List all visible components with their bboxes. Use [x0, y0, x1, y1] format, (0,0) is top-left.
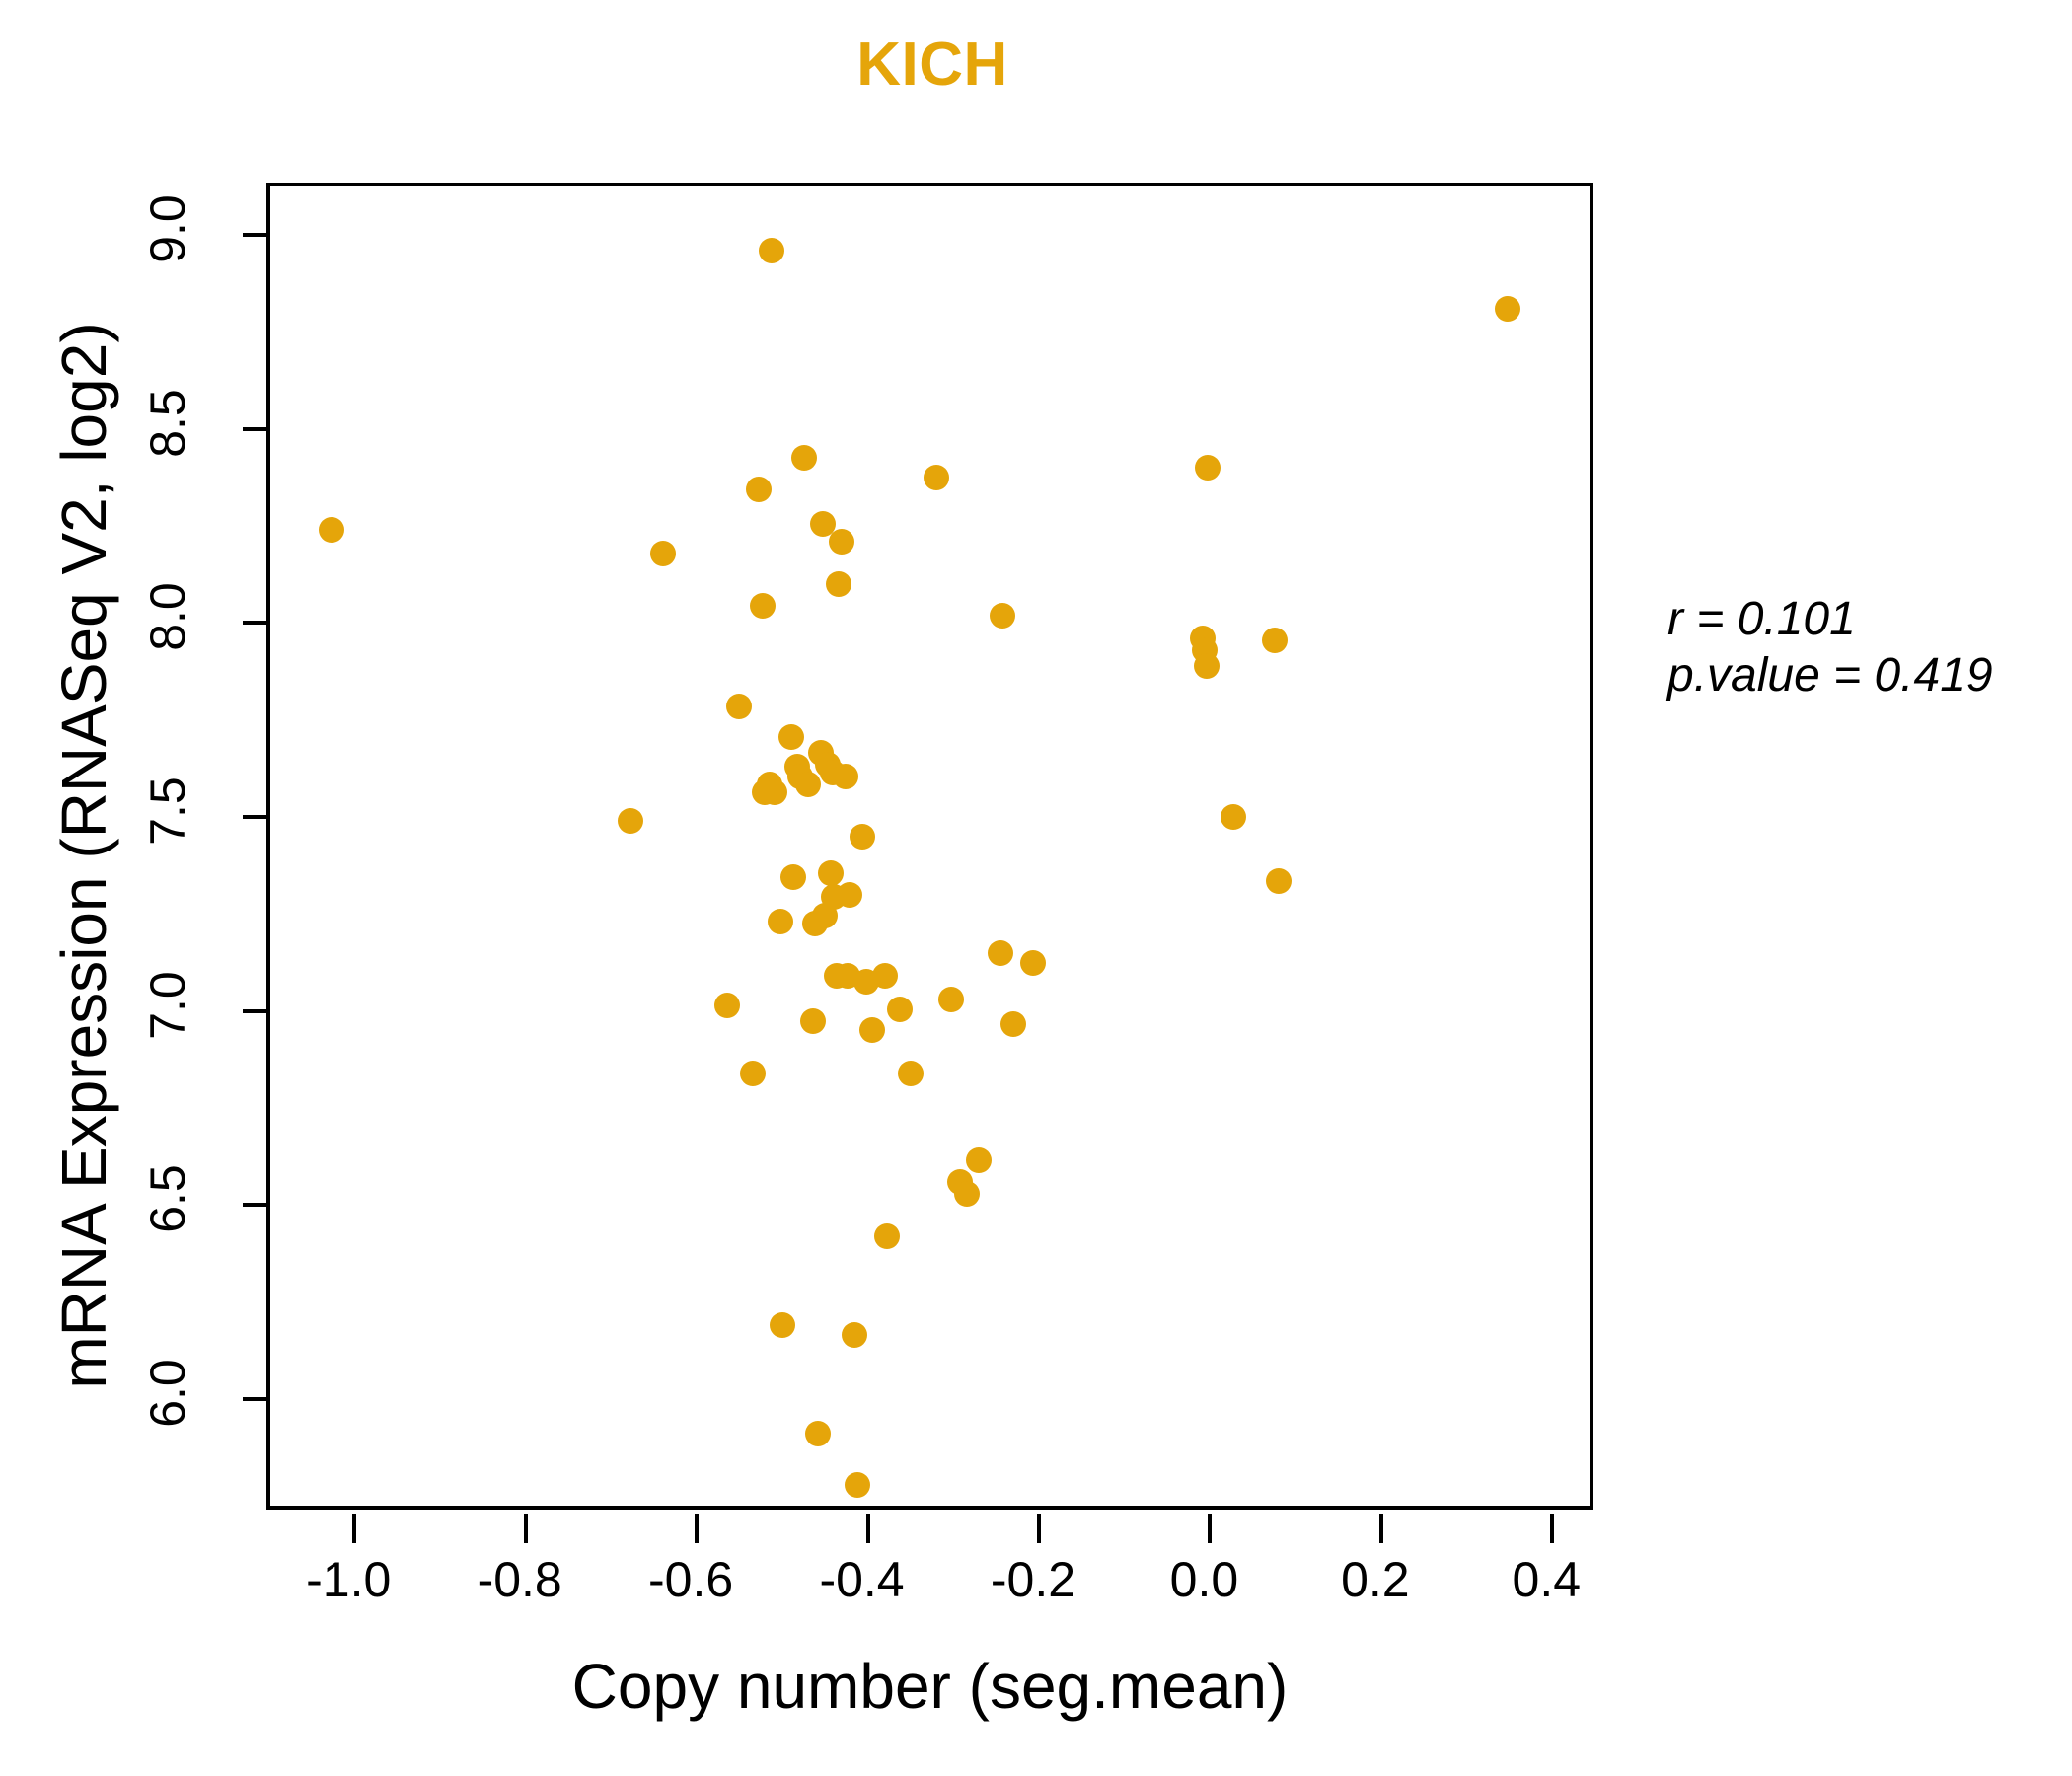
- y-tick-mark: [243, 1203, 270, 1208]
- data-point: [832, 763, 858, 789]
- data-point: [794, 771, 821, 797]
- data-point: [1262, 628, 1289, 654]
- data-point: [859, 1017, 886, 1044]
- data-point: [923, 464, 949, 490]
- data-point: [829, 528, 855, 555]
- data-point: [804, 1421, 831, 1447]
- data-point: [761, 778, 787, 805]
- data-point: [714, 992, 741, 1018]
- x-tick-mark: [1036, 1514, 1041, 1543]
- x-tick-label: -0.2: [990, 1552, 1076, 1607]
- data-point: [837, 881, 863, 908]
- data-point: [740, 1060, 767, 1086]
- y-tick-label: 8.5: [140, 389, 195, 458]
- data-point: [818, 860, 844, 887]
- data-point: [844, 1471, 870, 1498]
- x-tick-mark: [695, 1514, 700, 1543]
- y-tick-label: 6.0: [140, 1359, 195, 1428]
- data-point: [759, 237, 785, 263]
- data-point: [897, 1060, 924, 1086]
- y-tick-label: 6.5: [140, 1164, 195, 1234]
- x-tick-mark: [352, 1514, 357, 1543]
- data-point: [938, 986, 965, 1012]
- data-point: [770, 1312, 796, 1339]
- data-point: [1221, 804, 1247, 831]
- data-point: [767, 909, 793, 935]
- x-tick-label: 0.2: [1341, 1552, 1410, 1607]
- x-tick-mark: [1378, 1514, 1383, 1543]
- data-point: [953, 1180, 980, 1207]
- data-point: [726, 693, 753, 719]
- data-point: [750, 592, 777, 619]
- p-value: p.value = 0.419: [1667, 648, 1993, 702]
- x-tick-mark: [865, 1514, 870, 1543]
- x-tick-label: -1.0: [306, 1552, 392, 1607]
- y-tick-mark: [243, 815, 270, 820]
- data-point: [318, 517, 344, 544]
- data-point: [987, 939, 1013, 966]
- y-tick-mark: [243, 426, 270, 431]
- y-tick-mark: [243, 233, 270, 238]
- data-point: [874, 1222, 901, 1249]
- y-tick-label: 7.5: [140, 777, 195, 846]
- y-tick-mark: [243, 1008, 270, 1013]
- x-axis-title: Copy number (seg.mean): [571, 1651, 1289, 1722]
- data-point: [778, 724, 805, 751]
- data-point: [618, 808, 644, 834]
- x-tick-mark: [523, 1514, 528, 1543]
- pearson-r-value: r = 0.101: [1667, 593, 1856, 645]
- data-point: [779, 864, 806, 891]
- data-point: [966, 1147, 993, 1174]
- y-tick-label: 7.0: [140, 970, 195, 1040]
- x-tick-label: 0.4: [1512, 1552, 1582, 1607]
- x-tick-label: 0.0: [1169, 1552, 1239, 1607]
- data-point: [1494, 295, 1520, 322]
- y-tick-label: 9.0: [140, 194, 195, 263]
- data-point: [990, 602, 1016, 629]
- data-point: [871, 963, 898, 990]
- y-axis-title: mRNA Expression (RNASeq V2, log2): [48, 322, 119, 1389]
- y-tick-mark: [243, 621, 270, 626]
- data-points-layer: [270, 186, 1590, 1506]
- correlation-stats-annotation: r = 0.101 p.value = 0.419: [1667, 592, 1993, 703]
- data-point: [650, 540, 677, 566]
- y-tick-label: 8.0: [140, 582, 195, 652]
- page-title: KICH: [856, 31, 1008, 99]
- x-tick-mark: [1208, 1514, 1213, 1543]
- data-point: [825, 571, 851, 598]
- data-point: [887, 996, 914, 1022]
- data-point: [1265, 867, 1292, 894]
- data-point: [799, 1007, 826, 1034]
- data-point: [1019, 949, 1046, 976]
- data-point: [746, 476, 773, 502]
- x-tick-label: -0.8: [477, 1552, 562, 1607]
- x-tick-mark: [1550, 1514, 1555, 1543]
- data-point: [842, 1322, 868, 1349]
- data-point: [850, 823, 876, 850]
- data-point: [999, 1011, 1026, 1038]
- x-tick-label: -0.6: [648, 1552, 734, 1607]
- y-tick-mark: [243, 1397, 270, 1402]
- x-tick-label: -0.4: [819, 1552, 905, 1607]
- data-point: [1193, 652, 1220, 679]
- data-point: [1195, 455, 1221, 481]
- data-point: [791, 445, 818, 472]
- plot-panel: [243, 183, 1593, 1543]
